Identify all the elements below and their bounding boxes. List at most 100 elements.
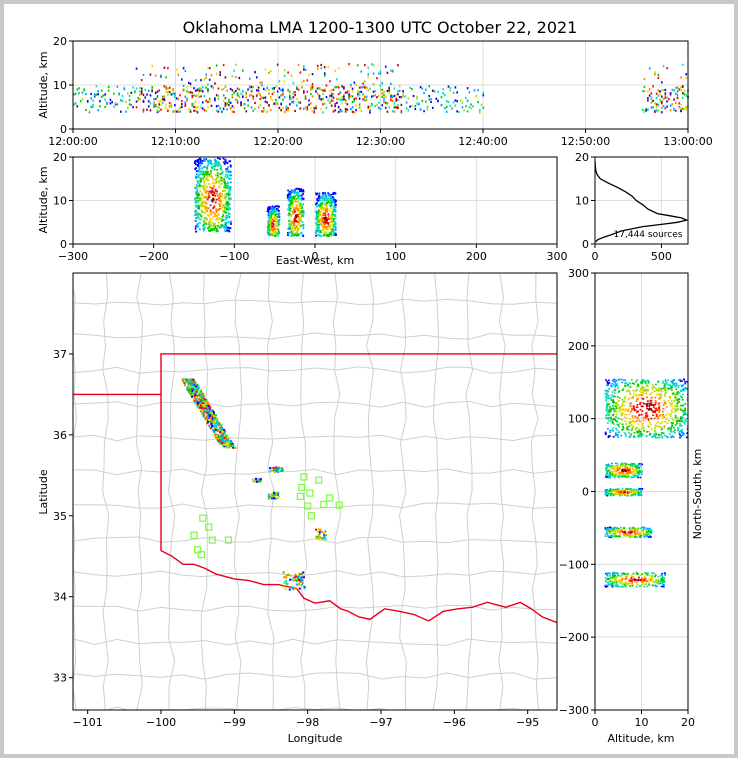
ew-height-source: [288, 226, 291, 228]
time-height-source: [194, 106, 197, 109]
lat-tick-label-1: 34: [53, 591, 67, 604]
ew-height-source: [204, 166, 207, 169]
county-line: [135, 273, 143, 710]
ew-height-source: [269, 219, 272, 222]
ns-height-source: [642, 402, 645, 405]
ns-height-source: [608, 397, 611, 400]
plan-view-source: [285, 576, 288, 579]
plan-view-source: [229, 440, 232, 443]
time-height-source: [353, 100, 356, 103]
ew-height-source: [199, 218, 202, 221]
time-height-source: [233, 69, 235, 72]
time-height-source: [167, 109, 169, 113]
time-height-source: [383, 99, 385, 103]
time-height-source: [255, 89, 258, 92]
ew-height-source: [201, 202, 204, 204]
ew-alt-tick-label-1: 10: [53, 195, 67, 208]
ew-height-source: [299, 204, 302, 207]
ns-height-source: [612, 399, 615, 401]
ew-height-source: [322, 213, 325, 215]
ns-height-source: [640, 529, 643, 532]
ns-height-source: [611, 421, 614, 423]
plan-view-source: [219, 429, 222, 432]
ns-height-source: [615, 490, 618, 493]
ns-height-source: [661, 436, 664, 439]
ew-height-source: [196, 201, 199, 204]
ns-height-source: [675, 382, 678, 385]
ns-height-source: [671, 425, 673, 428]
time-height-source: [161, 102, 164, 105]
ew-height-source: [207, 179, 210, 182]
ns-height-source: [605, 414, 607, 417]
time-height-source: [329, 89, 331, 93]
ns-height-source: [628, 421, 630, 424]
time-height-source: [188, 91, 190, 94]
ns-height-source: [673, 429, 676, 432]
time-height-source: [421, 87, 424, 90]
ew-height-source: [327, 192, 330, 195]
ew-height-source: [217, 213, 220, 216]
ns-height-source: [670, 389, 673, 391]
time-height-source: [661, 100, 663, 103]
ew-height-source: [290, 199, 293, 202]
ns-height-source: [625, 390, 628, 393]
time-height-source: [252, 85, 255, 89]
plan-view-source: [259, 479, 262, 482]
ns-height-source: [606, 471, 609, 474]
time-height-source: [322, 89, 324, 92]
ew-height-source: [292, 221, 294, 224]
time-height-source: [388, 106, 390, 109]
ew-height-source: [291, 196, 294, 199]
ns-height-source: [605, 409, 608, 412]
hist-alt-tick-label-0: 0: [582, 238, 589, 251]
ew-height-source: [333, 234, 336, 236]
ew-height-source: [274, 235, 277, 238]
ew-height-source: [272, 232, 275, 235]
time-height-source: [93, 93, 96, 96]
ew-height-source: [219, 184, 221, 187]
time-height-source: [339, 110, 342, 113]
time-height-source: [363, 85, 366, 88]
time-height-source: [393, 110, 396, 113]
ns-height-source: [606, 530, 608, 533]
time-height-source: [189, 109, 192, 112]
time-height-source: [142, 99, 145, 103]
time-height-source: [357, 93, 359, 96]
ew-height-source: [213, 158, 216, 161]
ew-height-source: [331, 197, 334, 200]
time-height-source: [323, 74, 326, 77]
time-height-source: [654, 110, 656, 113]
ns-height-source: [635, 536, 638, 539]
ew-height-source: [227, 201, 229, 203]
ns-height-source: [682, 414, 685, 416]
ew-height-source: [287, 194, 290, 196]
plan-view-source: [300, 583, 303, 586]
plan-view-source: [267, 493, 270, 496]
ew-height-source: [212, 211, 215, 214]
time-height-source: [165, 87, 167, 91]
plan-view-source: [216, 417, 219, 420]
ns-height-source: [618, 491, 621, 493]
ns-height-source: [661, 431, 663, 434]
ew-height-source: [201, 159, 204, 162]
ew-height-source: [223, 226, 225, 229]
ns-height-source: [684, 409, 686, 411]
time-height-source: [669, 104, 672, 107]
plan-view-source: [213, 415, 216, 418]
ew-height-source: [334, 222, 337, 224]
time-height-source: [188, 108, 190, 111]
ns-height-source: [679, 436, 681, 439]
ew-height-source: [215, 225, 218, 228]
time-height-source: [165, 76, 167, 79]
ns-height-source: [604, 493, 607, 496]
ew-height-source: [272, 230, 275, 233]
time-height-source: [120, 99, 122, 102]
ew-height-source: [214, 214, 217, 217]
ew-height-source: [215, 179, 217, 181]
ns-height-source: [608, 388, 611, 390]
ew-height-source: [266, 231, 269, 234]
time-height-source: [421, 99, 424, 103]
time-height-source: [252, 95, 255, 98]
ns-height-source: [609, 474, 611, 477]
ew-height-source: [198, 185, 201, 187]
